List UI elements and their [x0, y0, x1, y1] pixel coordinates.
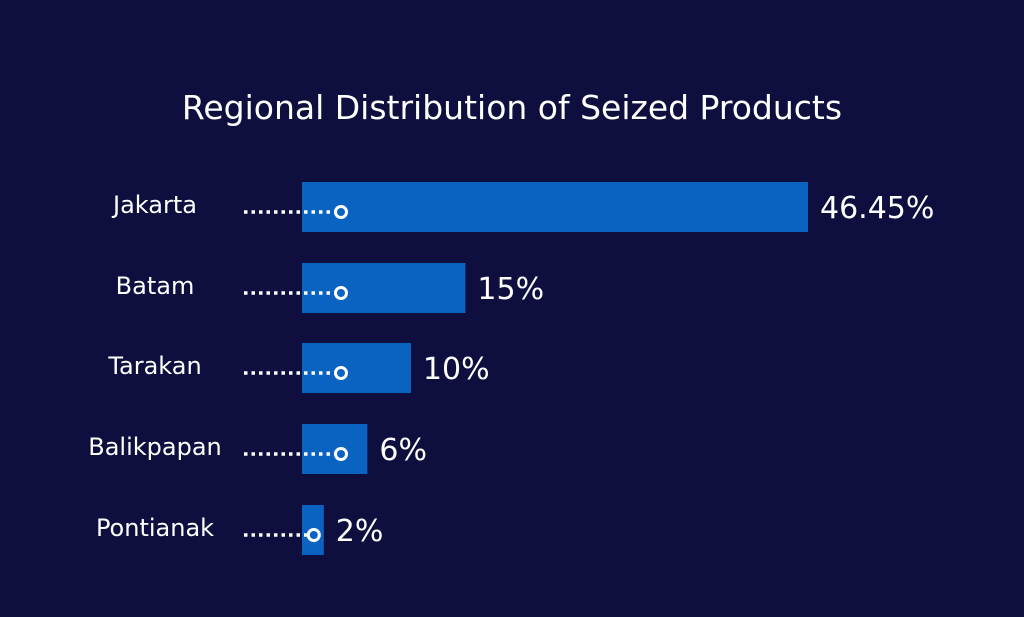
chart-title: Regional Distribution of Seized Products — [182, 88, 842, 127]
category-label: Tarakan — [107, 352, 201, 380]
value-label: 46.45% — [820, 191, 934, 226]
bar-jakarta — [302, 182, 808, 232]
value-label: 10% — [423, 352, 490, 387]
value-label: 15% — [477, 272, 544, 307]
bar-balikpapan — [302, 424, 368, 474]
category-label: Pontianak — [96, 514, 214, 542]
marker-dot — [334, 447, 348, 461]
bar-batam — [302, 263, 466, 313]
category-label: Balikpapan — [88, 433, 222, 461]
marker-dot — [306, 528, 321, 542]
category-label: Jakarta — [111, 191, 197, 219]
marker-dot — [334, 205, 348, 219]
marker-dot — [334, 366, 348, 380]
bar-tarakan — [302, 343, 411, 393]
value-label: 6% — [379, 433, 427, 468]
marker-dot — [334, 286, 348, 300]
category-label: Batam — [116, 272, 195, 300]
value-label: 2% — [336, 514, 384, 549]
